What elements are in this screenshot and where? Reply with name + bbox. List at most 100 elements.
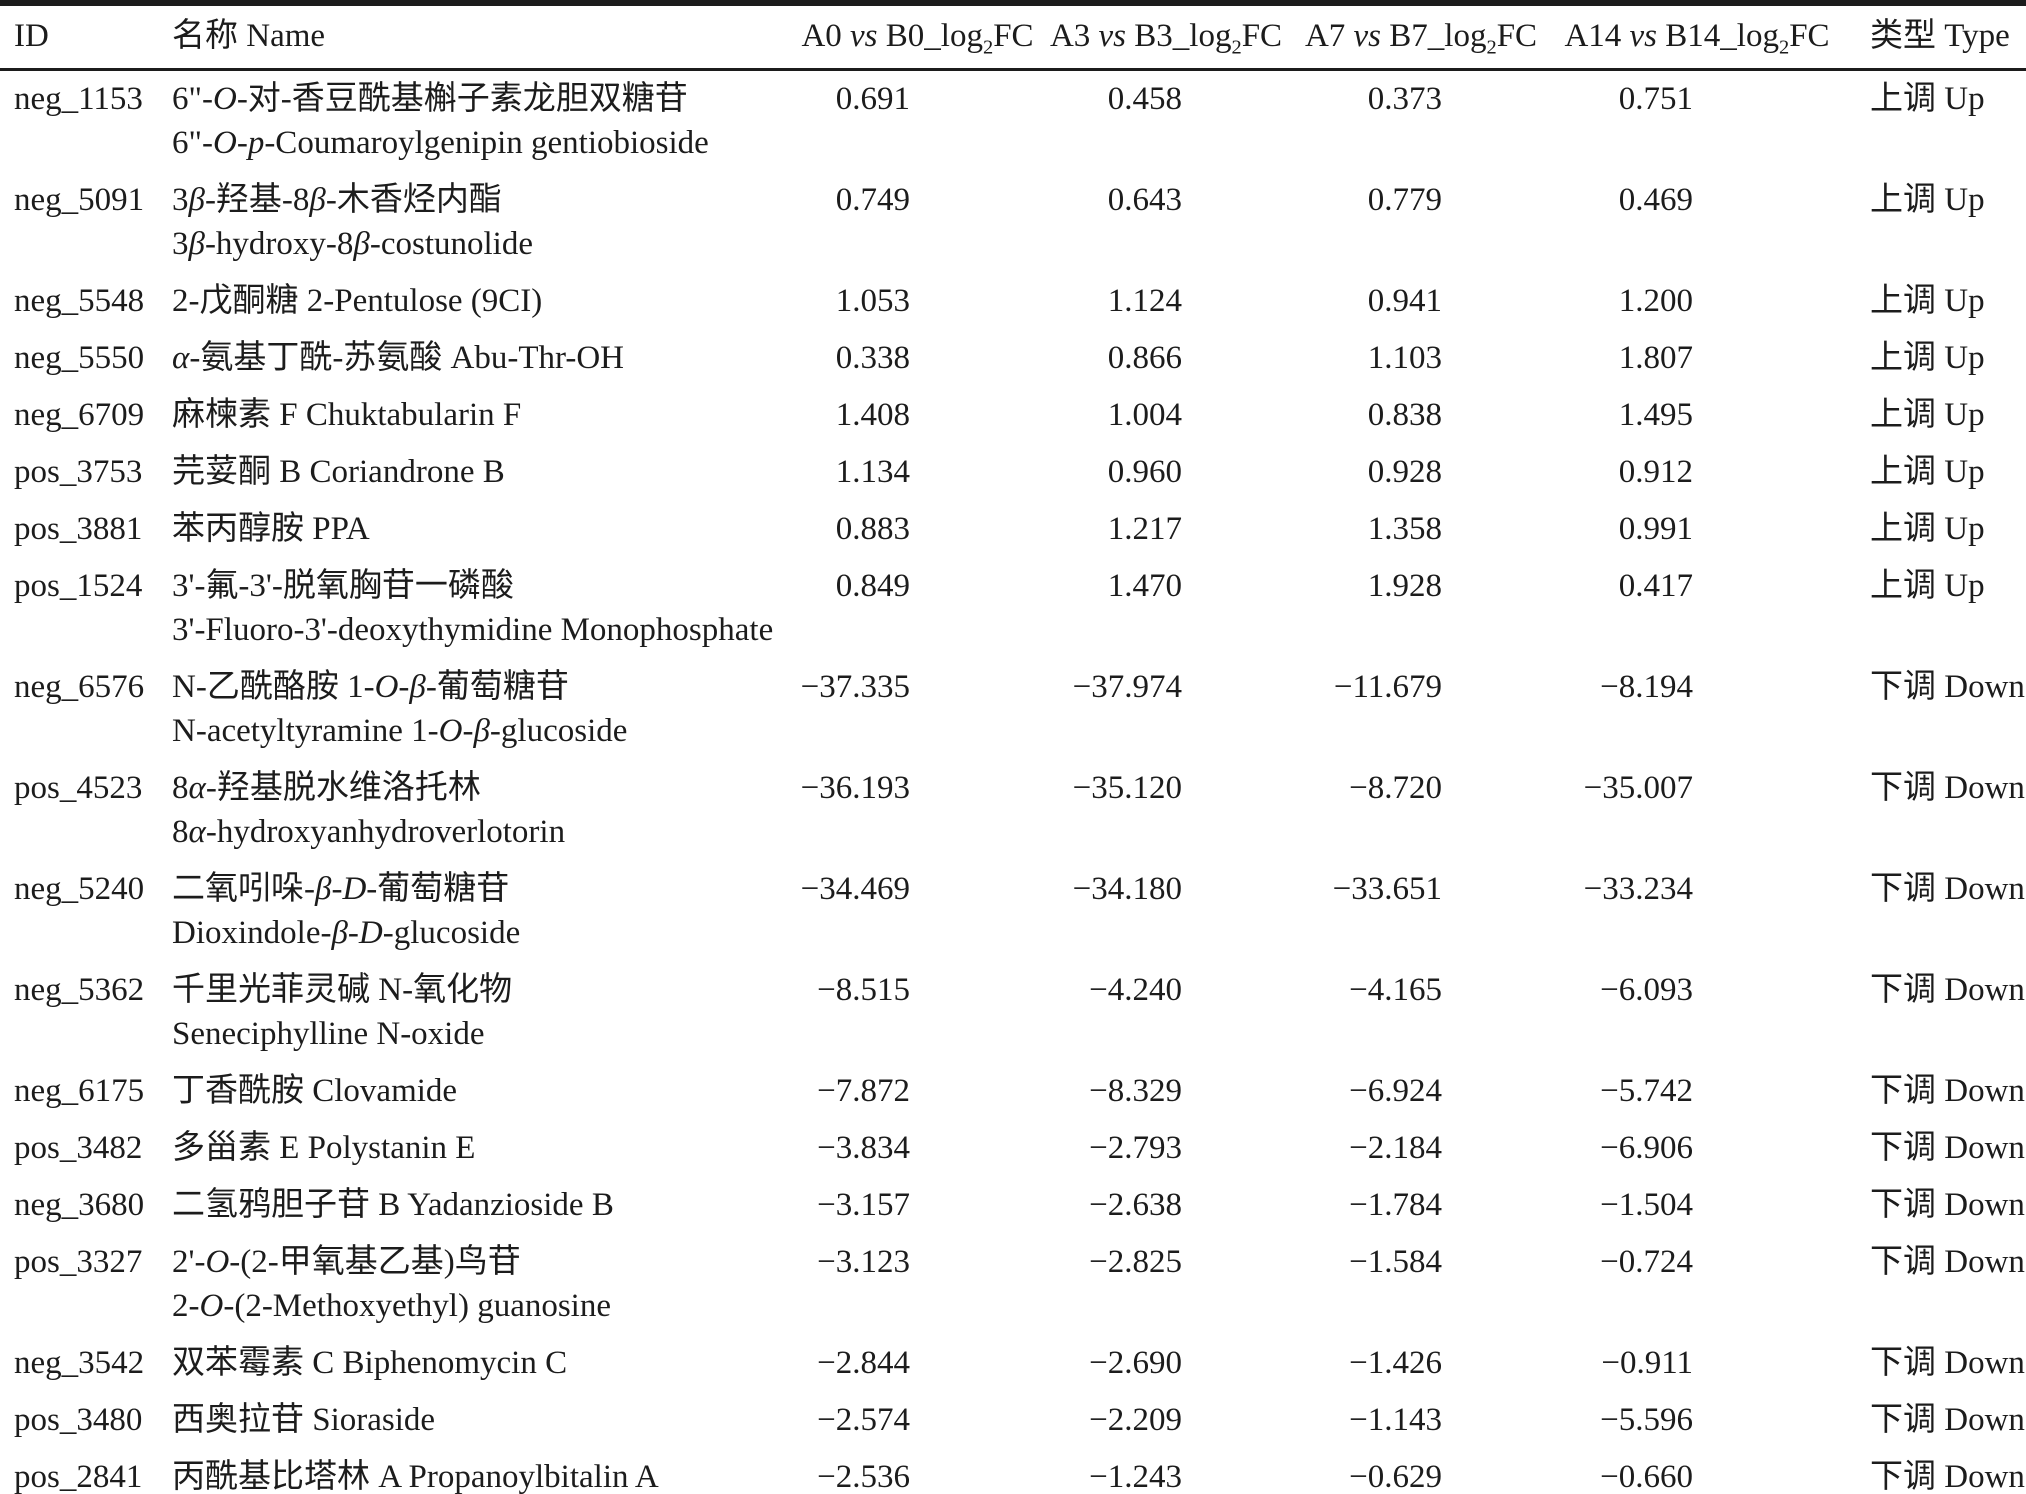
column-header-a14-vs-b14-log2fc: A14 vs B14_log2FC <box>1550 3 1844 71</box>
cell-a7-vs-b7-log2fc: 1.358 <box>1367 511 1442 547</box>
name-text-segment: 苯丙醇胺 PPA <box>172 511 370 547</box>
name-text-segment: N-acetyltyramine 1- <box>172 713 439 749</box>
table-row: neg_5091 3β-羟基-8β-木香烃内酯 3β-hydroxy-8β-cost… <box>0 172 2026 273</box>
name-italic-segment: β <box>188 226 205 262</box>
name-italic-segment: D <box>358 915 383 951</box>
column-header-a3-vs-b3-log2fc: A3 vs B3_log2FC <box>1040 3 1292 71</box>
name-italic-segment: O <box>199 1288 224 1324</box>
cell-a7-vs-b7-log2fc: 0.838 <box>1367 397 1442 433</box>
log-subscript: 2 <box>982 36 994 59</box>
name-text-segment: 二氢鸦胆子苷 B Yadanzioside B <box>172 1187 614 1223</box>
name-text-segment: 3 <box>172 182 189 218</box>
table-body: neg_1153 6"-O-对-香豆酰基槲子素龙胆双糖苷 6"-O-p-Coumar… <box>0 70 2026 1494</box>
name-line: 2-O-(2-Methoxyethyl) guanosine <box>172 1284 794 1328</box>
cell-regulation-type: 上调 Up <box>1870 340 1985 376</box>
cell-metabolite-name: N-乙酰酪胺 1-O-β-葡萄糖苷 N-acetyltyramine 1-O-β-… <box>160 659 795 760</box>
cell-a14-vs-b14-log2fc: 0.751 <box>1618 81 1693 117</box>
cell-regulation-type: 下调 Down <box>1870 1244 2025 1280</box>
cell-a0-vs-b0-log2fc: −37.335 <box>800 669 910 705</box>
name-line: 3'-Fluoro-3'-deoxythymidine Monophosphat… <box>172 608 794 652</box>
cell-regulation-type: 上调 Up <box>1870 283 1985 319</box>
cell-a0-vs-b0-log2fc: −8.515 <box>817 972 910 1008</box>
name-text-segment: 千里光菲灵碱 N-氧化物 <box>172 972 513 1008</box>
table-row: pos_3327 2'-O-(2-甲氧基乙基)鸟苷 2-O-(2-Methoxyet… <box>0 1234 2026 1335</box>
cell-metabolite-name: 丙酰基比塔林 A Propanoylbitalin A <box>160 1449 795 1494</box>
cell-a3-vs-b3-log2fc: −37.974 <box>1072 669 1182 705</box>
header-text: FC <box>1496 18 1538 54</box>
cell-metabolite-id: pos_2841 <box>14 1459 143 1494</box>
name-line: 3'-氟-3'-脱氧胸苷一磷酸 <box>172 564 794 608</box>
name-text-segment: -glucoside <box>489 713 628 749</box>
vs-italic: vs <box>1353 18 1382 54</box>
cell-a0-vs-b0-log2fc: −3.123 <box>817 1244 910 1280</box>
cell-regulation-type: 下调 Down <box>1870 1130 2025 1166</box>
name-italic-segment: β <box>315 871 332 907</box>
name-line: 千里光菲灵碱 N-氧化物 <box>172 968 794 1012</box>
cell-a14-vs-b14-log2fc: 1.200 <box>1618 283 1693 319</box>
cell-a14-vs-b14-log2fc: 0.417 <box>1618 568 1693 604</box>
cell-metabolite-name: 3'-氟-3'-脱氧胸苷一磷酸 3'-Fluoro-3'-deoxythymidi… <box>160 558 795 659</box>
name-italic-segment: β <box>409 669 426 705</box>
cell-a0-vs-b0-log2fc: −3.834 <box>817 1130 910 1166</box>
column-header-type: 类型 Type <box>1844 3 2026 71</box>
cell-a0-vs-b0-log2fc: 0.849 <box>835 568 910 604</box>
cell-a7-vs-b7-log2fc: −1.584 <box>1349 1244 1442 1280</box>
name-text-segment: - <box>331 871 343 907</box>
name-line: 西奥拉苷 Sioraside <box>172 1398 794 1442</box>
vs-italic: vs <box>1098 18 1127 54</box>
cell-metabolite-id: neg_5091 <box>14 182 145 218</box>
table-row: neg_5240 二氧吲哚-β-D-葡萄糖苷 Dioxindole-β-D-gluc… <box>0 861 2026 962</box>
cell-a7-vs-b7-log2fc: −1.426 <box>1349 1345 1442 1381</box>
cell-a3-vs-b3-log2fc: −2.793 <box>1089 1130 1182 1166</box>
name-text-segment: 麻楝素 F Chuktabularin F <box>172 397 522 433</box>
cell-regulation-type: 下调 Down <box>1870 972 2025 1008</box>
name-text-segment: -(2-甲氧基乙基)鸟苷 <box>229 1244 521 1280</box>
cell-regulation-type: 下调 Down <box>1870 871 2025 907</box>
column-header-a0-vs-b0-log2fc: A0 vs B0_log2FC <box>795 3 1040 71</box>
name-text-segment: 3'-Fluoro-3'-deoxythymidine Monophosphat… <box>172 612 774 648</box>
cell-metabolite-id: neg_3542 <box>14 1345 145 1381</box>
name-line: 2'-O-(2-甲氧基乙基)鸟苷 <box>172 1240 794 1284</box>
name-text-segment: -木香烃内酯 <box>325 182 502 218</box>
cell-a0-vs-b0-log2fc: 0.883 <box>835 511 910 547</box>
cell-a3-vs-b3-log2fc: −2.638 <box>1089 1187 1182 1223</box>
cell-a3-vs-b3-log2fc: 1.470 <box>1107 568 1182 604</box>
cell-metabolite-id: pos_1524 <box>14 568 143 604</box>
cell-metabolite-name: 麻楝素 F Chuktabularin F <box>160 387 795 444</box>
table-row: pos_3480 西奥拉苷 Sioraside −2.574 −2.209 −1.143… <box>0 1392 2026 1449</box>
cell-regulation-type: 上调 Up <box>1870 568 1985 604</box>
cell-metabolite-name: 丁香酰胺 Clovamide <box>160 1063 795 1120</box>
name-text-segment: - <box>398 669 410 705</box>
cell-a3-vs-b3-log2fc: 0.643 <box>1107 182 1182 218</box>
cell-regulation-type: 上调 Up <box>1870 81 1985 117</box>
table-row: neg_1153 6"-O-对-香豆酰基槲子素龙胆双糖苷 6"-O-p-Coumar… <box>0 70 2026 173</box>
cell-a7-vs-b7-log2fc: 0.779 <box>1367 182 1442 218</box>
header-text: B14_log <box>1657 18 1779 54</box>
cell-metabolite-id: pos_4523 <box>14 770 143 806</box>
name-italic-segment: β <box>309 182 326 218</box>
cell-a7-vs-b7-log2fc: 1.103 <box>1367 340 1442 376</box>
name-line: 8α-hydroxyanhydroverlotorin <box>172 810 794 854</box>
cell-a0-vs-b0-log2fc: −2.536 <box>817 1459 910 1494</box>
name-text-segment: -hydroxyanhydroverlotorin <box>205 814 566 850</box>
cell-metabolite-id: neg_5550 <box>14 340 145 376</box>
cell-a3-vs-b3-log2fc: −2.690 <box>1089 1345 1182 1381</box>
cell-metabolite-name: 西奥拉苷 Sioraside <box>160 1392 795 1449</box>
cell-regulation-type: 上调 Up <box>1870 182 1985 218</box>
cell-a14-vs-b14-log2fc: 1.807 <box>1618 340 1693 376</box>
cell-metabolite-name: 多甾素 E Polystanin E <box>160 1120 795 1177</box>
cell-a14-vs-b14-log2fc: −5.596 <box>1600 1402 1693 1438</box>
cell-a0-vs-b0-log2fc: −34.469 <box>800 871 910 907</box>
cell-a3-vs-b3-log2fc: 1.217 <box>1107 511 1182 547</box>
header-text: FC <box>1241 18 1283 54</box>
name-line: 多甾素 E Polystanin E <box>172 1126 794 1170</box>
name-line: 3β-hydroxy-8β-costunolide <box>172 222 794 266</box>
cell-a14-vs-b14-log2fc: −5.742 <box>1600 1073 1693 1109</box>
cell-regulation-type: 上调 Up <box>1870 454 1985 490</box>
cell-a14-vs-b14-log2fc: −8.194 <box>1600 669 1693 705</box>
table-row: neg_6576 N-乙酰酪胺 1-O-β-葡萄糖苷 N-acetyltyramin… <box>0 659 2026 760</box>
cell-a0-vs-b0-log2fc: 1.408 <box>835 397 910 433</box>
name-text-segment: 2-戊酮糖 2-Pentulose (9CI) <box>172 283 543 319</box>
header-text: A7 <box>1304 18 1354 54</box>
